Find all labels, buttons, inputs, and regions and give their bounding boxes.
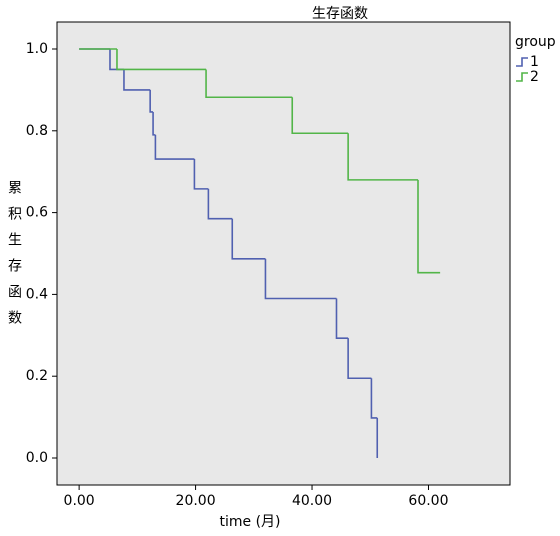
x-axis-label: time (月) — [219, 514, 280, 530]
legend-label: 1 — [530, 54, 539, 70]
chart-title: 生存函数 — [312, 6, 368, 22]
survival-step — [116, 48, 207, 71]
legend-title: group — [515, 34, 556, 50]
survival-step — [154, 134, 195, 160]
survival-step — [370, 378, 378, 419]
legend-swatch — [516, 57, 528, 67]
survival-step — [291, 97, 349, 135]
survival-step — [417, 179, 441, 274]
survival-step — [347, 338, 372, 380]
y-tick-label: 1.0 — [26, 41, 48, 57]
x-tick-label: 40.00 — [292, 493, 332, 509]
survival-step — [123, 69, 151, 91]
survival-step — [335, 298, 349, 339]
survival-step — [193, 159, 209, 190]
legend-swatch — [516, 72, 528, 82]
survival-step — [207, 188, 233, 220]
y-tick-label: 0.8 — [26, 123, 48, 139]
x-tick-label: 0.00 — [64, 493, 95, 509]
y-tick-label: 0.0 — [26, 450, 48, 466]
survival-step — [231, 218, 266, 260]
y-tick-label: 0.2 — [26, 368, 48, 384]
x-tick-label: 20.00 — [176, 493, 216, 509]
y-axis-label: 累积生存函数 — [6, 180, 22, 336]
legend-label: 2 — [530, 69, 539, 85]
y-tick-label: 0.6 — [26, 205, 48, 221]
y-tick-label: 0.4 — [26, 286, 48, 302]
survival-step — [149, 89, 154, 113]
x-tick-label: 60.00 — [408, 493, 448, 509]
plot-area — [56, 21, 511, 486]
survival-step — [347, 133, 419, 181]
survival-step — [264, 258, 337, 300]
survival-step — [205, 69, 293, 99]
